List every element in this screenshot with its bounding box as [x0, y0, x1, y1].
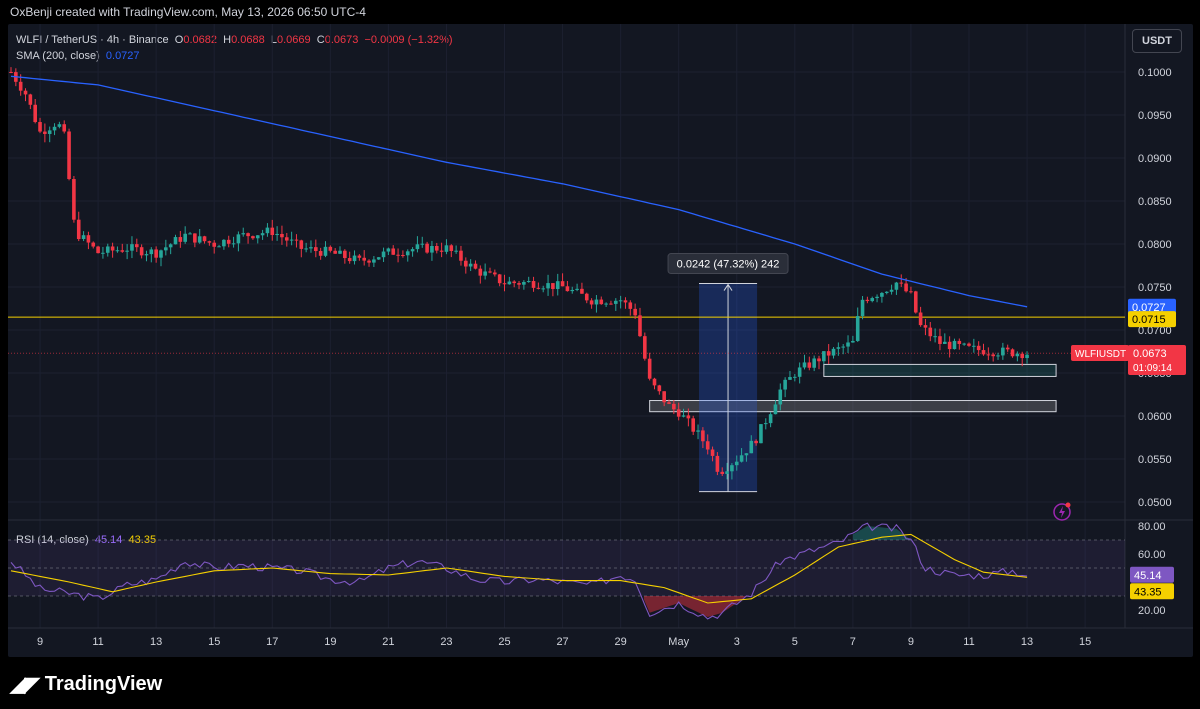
rsi-legend: RSI (14, close) 45.14 43.35 [16, 534, 156, 546]
brand-text: TradingView [44, 673, 163, 695]
credit-bar: OxBenji created with TradingView.com, Ma… [0, 0, 1200, 24]
open-value: 0.0682 [183, 34, 217, 46]
sma-value: 0.0727 [105, 50, 140, 62]
rsi-value: 45.14 [94, 534, 123, 546]
tv-logo-icon: ◢◤ [10, 674, 40, 696]
credit-text: OxBenji created with TradingView.com, Ma… [10, 5, 366, 19]
sma-label[interactable]: SMA (200, close) [16, 50, 100, 62]
price-legend: WLFI / TetherUS · 4h · Binance O0.0682 H… [16, 34, 453, 46]
close-label: C [316, 34, 325, 46]
low-value: 0.0669 [276, 34, 311, 46]
low-label: L [270, 34, 277, 46]
high-label: H [223, 34, 232, 46]
tradingview-logo: ◢◤ TradingView [10, 672, 162, 697]
chart-panel[interactable] [8, 24, 1193, 657]
currency-button[interactable]: USDT [1132, 29, 1182, 53]
close-value: 0.0673 [324, 34, 359, 46]
change-value: −0.0009 (−1.32%) [364, 34, 453, 46]
rsi-ma-value: 43.35 [128, 534, 157, 546]
sma-legend: SMA (200, close) 0.0727 [16, 50, 140, 62]
rsi-label[interactable]: RSI (14, close) [16, 534, 89, 546]
open-label: O [174, 34, 184, 46]
high-value: 0.0688 [231, 34, 265, 46]
symbol-title[interactable]: WLFI / TetherUS · 4h · Binance [16, 34, 169, 46]
footer [0, 657, 1200, 709]
